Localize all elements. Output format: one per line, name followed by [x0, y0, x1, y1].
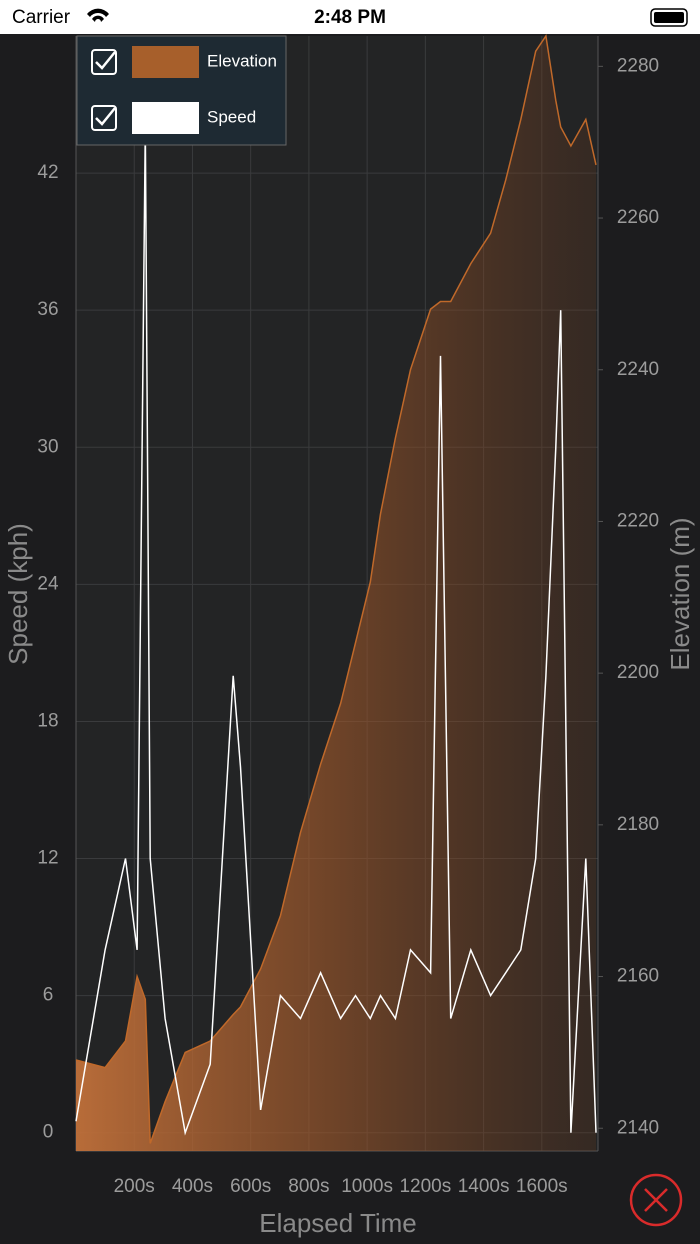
legend-label: Elevation — [207, 51, 277, 70]
x-tick-label: 600s — [230, 1176, 271, 1197]
legend-checkmark — [95, 51, 116, 70]
y-axis-title: Speed (kph) — [3, 523, 33, 665]
y-tick-label: 30 — [37, 436, 58, 457]
elevation-area — [76, 36, 596, 1151]
legend-item[interactable]: Elevation — [91, 46, 277, 78]
close-button[interactable] — [629, 1173, 683, 1227]
x-tick-label: 1200s — [399, 1176, 451, 1197]
y-tick-label: 24 — [37, 573, 59, 594]
y-tick-label: 42 — [37, 162, 58, 183]
speed-line — [75, 127, 597, 1136]
legend-swatch — [132, 102, 199, 134]
y2-tick-label: 2180 — [617, 814, 659, 835]
x-tick-label: 800s — [288, 1176, 329, 1197]
y2-tick-label: 2260 — [617, 207, 659, 228]
x-tick-label: 1400s — [458, 1176, 510, 1197]
x-tick-label: 400s — [172, 1176, 213, 1197]
legend-checkbox[interactable] — [91, 49, 117, 75]
legend-checkbox[interactable] — [91, 105, 117, 131]
y2-tick-label: 2200 — [617, 662, 659, 683]
legend-item[interactable]: Speed — [91, 102, 256, 134]
y2-tick-label: 2140 — [617, 1117, 659, 1138]
wifi-icon — [87, 8, 109, 22]
battery-level — [654, 12, 684, 23]
y2-tick-label: 2220 — [617, 510, 659, 531]
carrier: Carrier — [12, 7, 71, 28]
elevation-line — [75, 33, 597, 1144]
x-tick-label: 1600s — [516, 1176, 568, 1197]
close-cross — [644, 1188, 668, 1212]
status-bar — [0, 0, 700, 34]
y-tick-label: 0 — [43, 1122, 54, 1143]
close-circle — [629, 1173, 683, 1227]
legend-label: Speed — [207, 107, 256, 126]
y-tick-label: 18 — [37, 710, 58, 731]
clock: 2:48 PM — [314, 7, 386, 28]
y-tick-label: 36 — [37, 299, 58, 320]
y-tick-label: 12 — [37, 848, 58, 869]
y2-tick-label: 2160 — [617, 966, 659, 987]
legend-checkmark — [95, 107, 116, 126]
y-tick-label: 6 — [43, 985, 54, 1006]
legend-swatch — [132, 46, 199, 78]
battery — [650, 8, 688, 27]
x-tick-label: 200s — [114, 1176, 155, 1197]
y2-axis-title: Elevation (m) — [665, 517, 695, 670]
x-axis-title: Elapsed Time — [259, 1208, 417, 1238]
y2-tick-label: 2240 — [617, 359, 659, 380]
x-tick-label: 1000s — [341, 1176, 393, 1197]
y2-tick-label: 2280 — [617, 55, 659, 76]
